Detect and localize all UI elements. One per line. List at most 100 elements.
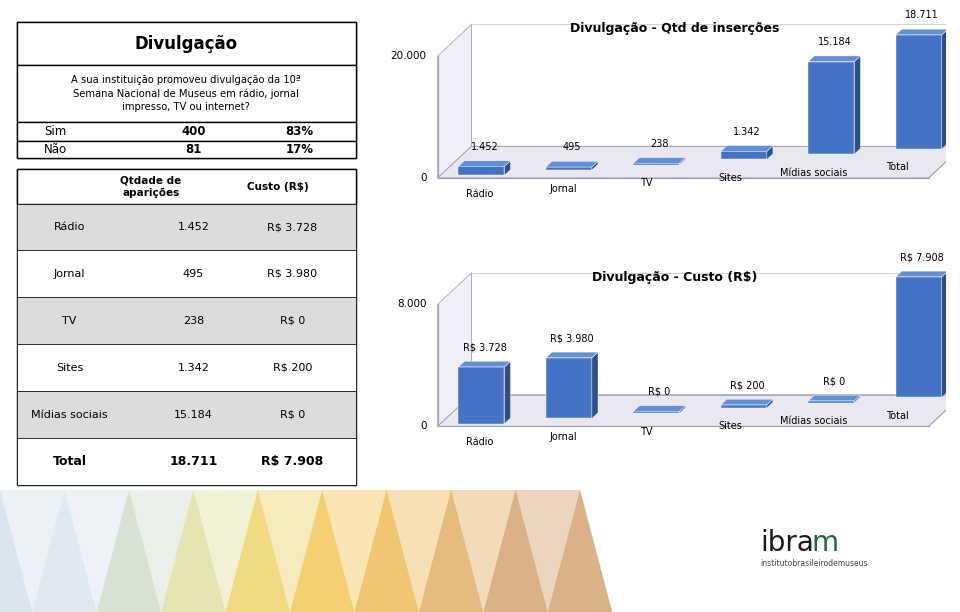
Polygon shape [438, 24, 471, 178]
Text: R$ 0: R$ 0 [279, 409, 305, 420]
Polygon shape [634, 411, 680, 413]
Text: Qtdade de
aparições: Qtdade de aparições [120, 175, 181, 198]
Polygon shape [193, 490, 258, 612]
Polygon shape [161, 490, 226, 612]
Polygon shape [438, 395, 960, 427]
Text: 0: 0 [420, 421, 426, 431]
Text: TV: TV [62, 316, 77, 326]
Text: R$ 7.908: R$ 7.908 [900, 252, 944, 262]
Text: 1.342: 1.342 [733, 127, 760, 136]
Polygon shape [808, 401, 854, 403]
Text: R$ 200: R$ 200 [730, 380, 764, 390]
Polygon shape [634, 406, 685, 411]
Text: 400: 400 [181, 125, 205, 138]
Polygon shape [419, 490, 483, 612]
Polygon shape [942, 29, 948, 149]
Text: R$ 3.980: R$ 3.980 [550, 333, 593, 343]
Polygon shape [354, 490, 419, 612]
Text: R$ 3.980: R$ 3.980 [267, 269, 318, 279]
Text: R$ 0: R$ 0 [279, 316, 305, 326]
Polygon shape [16, 438, 356, 485]
Text: R$ 7.908: R$ 7.908 [261, 455, 324, 468]
Polygon shape [721, 151, 767, 160]
Text: Mídias sociais: Mídias sociais [780, 416, 848, 426]
Polygon shape [504, 361, 511, 424]
Polygon shape [16, 344, 356, 391]
Polygon shape [16, 250, 356, 297]
Polygon shape [16, 23, 356, 65]
Polygon shape [634, 163, 680, 165]
Polygon shape [854, 395, 860, 403]
Polygon shape [64, 490, 129, 612]
Polygon shape [16, 297, 356, 344]
Polygon shape [459, 361, 511, 367]
Polygon shape [0, 490, 33, 612]
Text: ibra: ibra [760, 529, 814, 557]
Text: 8.000: 8.000 [396, 299, 426, 310]
Text: 17%: 17% [285, 143, 313, 155]
Polygon shape [767, 399, 773, 408]
Polygon shape [258, 490, 323, 612]
Text: Divulgação - Qtd de inserções: Divulgação - Qtd de inserções [570, 22, 780, 35]
Text: 1.342: 1.342 [178, 363, 209, 373]
Text: Mídias sociais: Mídias sociais [780, 168, 848, 177]
Text: 495: 495 [182, 269, 204, 279]
Text: Jornal: Jornal [549, 184, 577, 193]
Text: Não: Não [44, 143, 67, 155]
Text: Sites: Sites [718, 422, 742, 431]
Text: Mídias sociais: Mídias sociais [32, 409, 108, 420]
Text: 0: 0 [420, 173, 426, 183]
Polygon shape [896, 271, 948, 277]
Text: R$ 0: R$ 0 [824, 376, 846, 386]
Text: Sites: Sites [718, 173, 742, 183]
Polygon shape [16, 122, 356, 141]
Text: Sim: Sim [44, 125, 66, 138]
Text: 495: 495 [563, 142, 581, 152]
Polygon shape [0, 490, 64, 612]
Polygon shape [483, 490, 548, 612]
Polygon shape [504, 161, 511, 175]
Text: 15.184: 15.184 [174, 409, 213, 420]
Polygon shape [323, 490, 387, 612]
Text: Total: Total [886, 162, 908, 173]
Polygon shape [721, 146, 773, 151]
Polygon shape [767, 146, 773, 160]
Text: TV: TV [640, 178, 653, 188]
Polygon shape [516, 490, 580, 612]
Polygon shape [896, 29, 948, 35]
Polygon shape [896, 277, 942, 397]
Text: Sites: Sites [56, 363, 84, 373]
Polygon shape [33, 490, 97, 612]
Text: Total: Total [886, 411, 908, 421]
Text: A sua instituição promoveu divulgação da 10ª
Semana Nacional de Museus em rádio,: A sua instituição promoveu divulgação da… [71, 75, 301, 112]
Polygon shape [451, 490, 516, 612]
Text: 81: 81 [185, 143, 202, 155]
Polygon shape [896, 35, 942, 149]
Polygon shape [634, 158, 685, 163]
Text: Rádio: Rádio [54, 222, 85, 232]
Text: 83%: 83% [285, 125, 313, 138]
Polygon shape [546, 352, 598, 358]
Polygon shape [438, 273, 471, 427]
Text: R$ 3.728: R$ 3.728 [463, 342, 507, 352]
Polygon shape [459, 161, 511, 166]
Polygon shape [16, 204, 356, 250]
Text: R$ 200: R$ 200 [273, 363, 312, 373]
Text: 238: 238 [182, 316, 204, 326]
Polygon shape [16, 170, 356, 204]
Polygon shape [680, 406, 685, 413]
Text: institutobrasileirodemuseus: institutobrasileirodemuseus [760, 559, 868, 567]
Polygon shape [226, 490, 290, 612]
Polygon shape [97, 490, 161, 612]
Polygon shape [16, 391, 356, 438]
Polygon shape [546, 358, 592, 419]
Polygon shape [290, 490, 354, 612]
Polygon shape [721, 405, 767, 408]
Text: m: m [812, 529, 839, 557]
Text: TV: TV [640, 427, 653, 437]
Polygon shape [808, 56, 860, 62]
Polygon shape [546, 162, 598, 167]
Polygon shape [387, 490, 451, 612]
Polygon shape [459, 367, 504, 424]
Text: Custo (R$): Custo (R$) [248, 182, 309, 192]
